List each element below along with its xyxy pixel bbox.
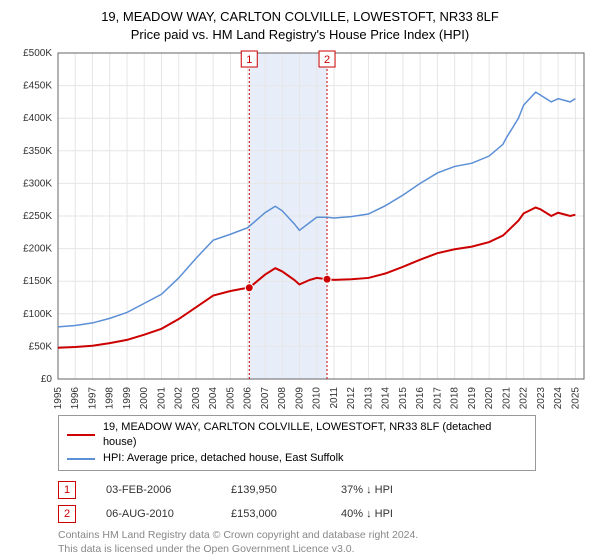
transaction-price: £139,950 — [231, 484, 311, 496]
svg-text:2015: 2015 — [398, 387, 409, 409]
svg-text:2020: 2020 — [484, 387, 495, 409]
svg-text:2011: 2011 — [329, 387, 340, 409]
transaction-date: 06-AUG-2010 — [106, 508, 201, 520]
svg-text:1997: 1997 — [87, 387, 98, 409]
legend-swatch — [67, 434, 95, 436]
svg-text:2007: 2007 — [260, 387, 271, 409]
legend-item: 19, MEADOW WAY, CARLTON COLVILLE, LOWEST… — [67, 420, 527, 451]
title-line1: 19, MEADOW WAY, CARLTON COLVILLE, LOWEST… — [101, 9, 499, 24]
svg-text:2: 2 — [324, 54, 330, 66]
svg-text:£500K: £500K — [23, 49, 52, 59]
svg-text:2019: 2019 — [467, 387, 478, 409]
title-line2: Price paid vs. HM Land Registry's House … — [131, 27, 469, 42]
svg-text:1999: 1999 — [122, 387, 133, 409]
chart-title: 19, MEADOW WAY, CARLTON COLVILLE, LOWEST… — [12, 8, 588, 43]
svg-text:2017: 2017 — [432, 387, 443, 409]
svg-text:1995: 1995 — [53, 387, 64, 409]
svg-text:1998: 1998 — [105, 387, 116, 409]
svg-text:2002: 2002 — [174, 387, 185, 409]
svg-text:2004: 2004 — [208, 387, 219, 409]
svg-text:2010: 2010 — [312, 387, 323, 409]
svg-text:1: 1 — [246, 54, 252, 66]
transaction-rel: 37% ↓ HPI — [341, 484, 393, 496]
svg-text:£400K: £400K — [23, 113, 52, 124]
legend-item: HPI: Average price, detached house, East… — [67, 451, 527, 466]
svg-text:2008: 2008 — [277, 387, 288, 409]
chart-container: 19, MEADOW WAY, CARLTON COLVILLE, LOWEST… — [0, 0, 600, 557]
svg-text:2013: 2013 — [363, 387, 374, 409]
svg-text:£50K: £50K — [29, 341, 53, 352]
svg-text:£150K: £150K — [23, 276, 52, 287]
transaction-rel: 40% ↓ HPI — [341, 508, 393, 520]
svg-text:2003: 2003 — [191, 387, 202, 409]
svg-text:2012: 2012 — [346, 387, 357, 409]
transaction-date: 03-FEB-2006 — [106, 484, 201, 496]
svg-text:2023: 2023 — [536, 387, 547, 409]
svg-text:2021: 2021 — [501, 387, 512, 409]
svg-text:2006: 2006 — [243, 387, 254, 409]
svg-text:2009: 2009 — [294, 387, 305, 409]
svg-text:2025: 2025 — [570, 387, 581, 409]
svg-text:£200K: £200K — [23, 244, 52, 255]
credits-line: Contains HM Land Registry data © Crown c… — [58, 529, 588, 543]
svg-text:2022: 2022 — [519, 387, 530, 409]
credits-line: This data is licensed under the Open Gov… — [58, 543, 588, 557]
svg-text:2000: 2000 — [139, 387, 150, 409]
svg-text:£100K: £100K — [23, 309, 52, 320]
svg-text:£250K: £250K — [23, 211, 52, 222]
transaction-marker: 2 — [58, 505, 76, 523]
svg-text:2016: 2016 — [415, 387, 426, 409]
svg-text:£350K: £350K — [23, 146, 52, 157]
transaction-marker: 1 — [58, 481, 76, 499]
transaction-row: 1 03-FEB-2006 £139,950 37% ↓ HPI — [58, 481, 588, 499]
svg-text:2014: 2014 — [381, 387, 392, 409]
svg-text:£0: £0 — [41, 374, 53, 385]
chart-plot: £0 £50K £100K £150K £200K £250K £300K £350K £400… — [12, 49, 588, 409]
transaction-row: 2 06-AUG-2010 £153,000 40% ↓ HPI — [58, 505, 588, 523]
legend-box: 19, MEADOW WAY, CARLTON COLVILLE, LOWEST… — [58, 415, 536, 471]
svg-text:1996: 1996 — [70, 387, 81, 409]
svg-text:£300K: £300K — [23, 178, 52, 189]
svg-text:2001: 2001 — [156, 387, 167, 409]
chart-svg: £0 £50K £100K £150K £200K £250K £300K £350K £400… — [12, 49, 588, 409]
transactions-table: 1 03-FEB-2006 £139,950 37% ↓ HPI 2 06-AU… — [58, 481, 588, 523]
svg-text:2024: 2024 — [553, 387, 564, 409]
legend-swatch — [67, 458, 95, 460]
svg-text:£450K: £450K — [23, 81, 52, 92]
credits: Contains HM Land Registry data © Crown c… — [58, 529, 588, 556]
legend-label: HPI: Average price, detached house, East… — [103, 451, 344, 466]
svg-text:2018: 2018 — [450, 387, 461, 409]
svg-text:2005: 2005 — [225, 387, 236, 409]
legend-label: 19, MEADOW WAY, CARLTON COLVILLE, LOWEST… — [103, 420, 527, 451]
transaction-price: £153,000 — [231, 508, 311, 520]
